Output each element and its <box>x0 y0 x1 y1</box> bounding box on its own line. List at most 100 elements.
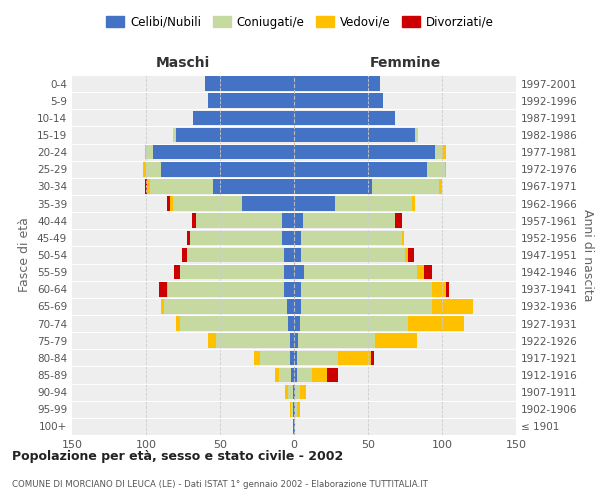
Bar <box>242 196 294 211</box>
Bar <box>294 76 380 91</box>
Bar <box>284 265 294 280</box>
Bar <box>294 402 295 416</box>
Bar <box>290 402 291 416</box>
Bar <box>312 368 326 382</box>
Bar <box>297 350 338 365</box>
Text: Maschi: Maschi <box>156 56 210 70</box>
Bar <box>173 128 176 142</box>
Bar <box>190 230 282 245</box>
Bar <box>412 196 415 211</box>
Bar <box>326 368 338 382</box>
Bar <box>294 334 298 348</box>
Bar <box>293 385 294 400</box>
Bar <box>161 162 294 176</box>
Bar <box>168 282 284 296</box>
Bar <box>291 402 293 416</box>
Text: COMUNE DI MORCIANO DI LEUCA (LE) - Dati ISTAT 1° gennaio 2002 - Elaborazione TUT: COMUNE DI MORCIANO DI LEUCA (LE) - Dati … <box>12 480 428 489</box>
Bar <box>279 368 291 382</box>
Bar <box>294 248 301 262</box>
Text: Popolazione per età, sesso e stato civile - 2002: Popolazione per età, sesso e stato civil… <box>12 450 343 463</box>
Bar <box>294 265 304 280</box>
Bar <box>146 162 161 176</box>
Bar <box>215 334 290 348</box>
Bar <box>285 385 288 400</box>
Legend: Celibi/Nubili, Coniugati/e, Vedovi/e, Divorziati/e: Celibi/Nubili, Coniugati/e, Vedovi/e, Di… <box>101 11 499 34</box>
Bar <box>288 316 294 331</box>
Bar <box>176 128 294 142</box>
Bar <box>294 214 303 228</box>
Bar <box>371 350 374 365</box>
Bar <box>148 179 151 194</box>
Bar <box>446 282 449 296</box>
Bar <box>294 128 415 142</box>
Bar <box>294 316 300 331</box>
Bar <box>335 196 412 211</box>
Bar <box>282 214 294 228</box>
Bar <box>145 145 146 160</box>
Bar <box>297 402 300 416</box>
Bar <box>290 334 294 348</box>
Bar <box>298 334 376 348</box>
Bar <box>294 179 373 194</box>
Bar <box>212 179 294 194</box>
Bar <box>294 282 301 296</box>
Bar <box>294 350 297 365</box>
Bar <box>164 299 287 314</box>
Bar <box>182 248 187 262</box>
Bar <box>284 282 294 296</box>
Bar <box>294 94 383 108</box>
Bar <box>294 110 395 125</box>
Bar <box>160 282 167 296</box>
Bar <box>294 145 434 160</box>
Bar <box>170 196 173 211</box>
Bar <box>293 402 294 416</box>
Bar <box>415 128 418 142</box>
Bar <box>173 196 242 211</box>
Bar <box>146 145 154 160</box>
Bar <box>408 316 464 331</box>
Bar <box>287 299 294 314</box>
Bar <box>208 94 294 108</box>
Bar <box>161 299 164 314</box>
Bar <box>151 179 212 194</box>
Bar <box>445 162 446 176</box>
Bar <box>196 214 282 228</box>
Bar <box>294 368 297 382</box>
Text: Femmine: Femmine <box>370 56 440 70</box>
Bar <box>294 385 295 400</box>
Bar <box>275 368 279 382</box>
Bar <box>303 214 395 228</box>
Bar <box>408 248 414 262</box>
Bar <box>301 230 402 245</box>
Bar <box>260 350 290 365</box>
Bar <box>284 248 294 262</box>
Y-axis label: Fasce di età: Fasce di età <box>19 218 31 292</box>
Bar <box>376 334 417 348</box>
Bar <box>180 265 284 280</box>
Bar <box>294 196 335 211</box>
Bar <box>431 299 473 314</box>
Bar <box>154 145 294 160</box>
Bar <box>208 334 215 348</box>
Bar <box>427 162 445 176</box>
Bar <box>402 230 404 245</box>
Bar <box>297 368 312 382</box>
Bar <box>288 385 293 400</box>
Bar <box>254 350 260 365</box>
Bar <box>187 248 284 262</box>
Bar <box>291 368 294 382</box>
Bar <box>192 214 196 228</box>
Bar <box>282 230 294 245</box>
Bar <box>180 316 288 331</box>
Bar <box>193 110 294 125</box>
Bar <box>417 265 424 280</box>
Bar <box>395 214 402 228</box>
Bar <box>143 162 146 176</box>
Bar <box>301 299 431 314</box>
Bar <box>174 265 180 280</box>
Bar <box>301 248 405 262</box>
Bar <box>294 230 301 245</box>
Bar <box>300 316 408 331</box>
Bar <box>439 179 442 194</box>
Bar <box>295 385 300 400</box>
